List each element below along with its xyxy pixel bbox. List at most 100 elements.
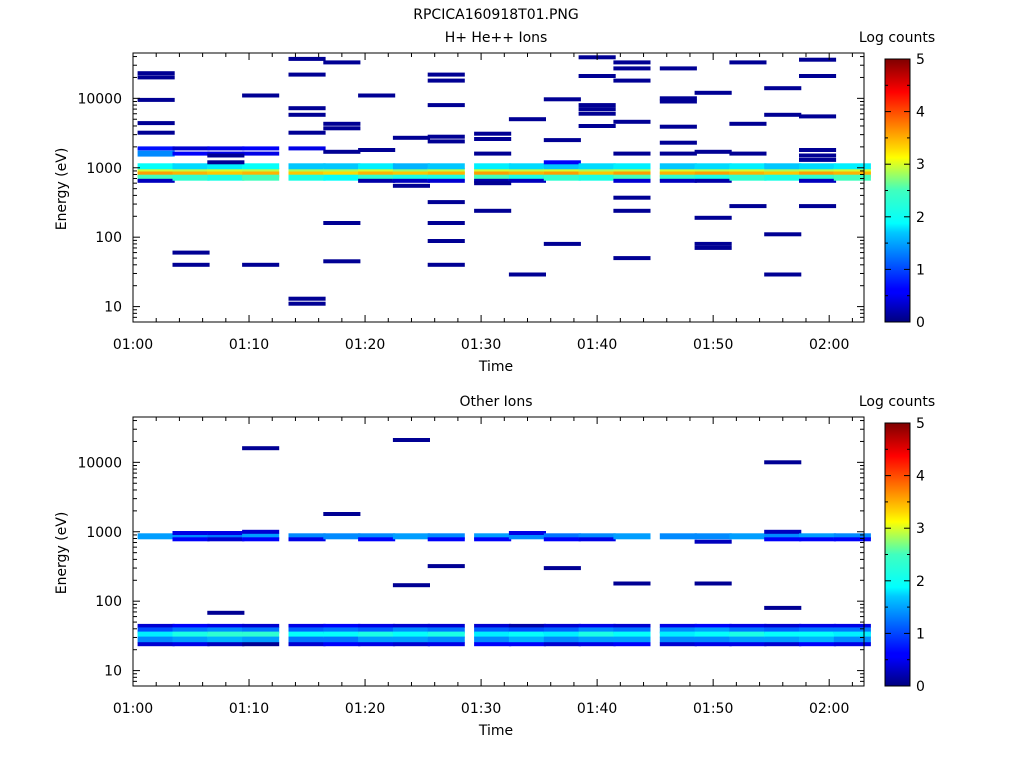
x-tick-label: 02:00 [809,701,849,717]
heatmap-cell [323,149,361,154]
heatmap-cell [799,642,837,647]
heatmap-cell [613,642,651,647]
heatmap-cell [578,636,616,643]
heatmap-cell [392,636,430,643]
heatmap-cell [543,241,581,246]
heatmap-cell [694,533,732,540]
heatmap-cell [729,171,767,178]
heatmap-cell [764,112,802,117]
heatmap-cell [172,531,210,535]
colorbar-tick-label: 0 [916,679,925,695]
heatmap-cell [207,163,245,170]
plot-frame [132,416,865,687]
heatmap-cell [799,148,837,152]
heatmap-cell [288,167,326,174]
x-tick-label: 01:10 [229,337,269,353]
heatmap-cell [543,97,581,102]
heatmap-cell [474,181,512,186]
heatmap-cell [323,174,361,181]
heatmap-cell [764,167,802,174]
heatmap-cell [613,174,651,181]
panel-title: H+ He++ Ions [445,30,548,46]
heatmap-cell [474,163,512,170]
heatmap-cell [613,119,651,124]
heatmap-cell [799,631,837,638]
heatmap-cell [172,533,210,540]
heatmap-cell [508,531,546,535]
x-tick-labels: 01:00 01:10 01:20 01:30 01:40 01:50 02:0… [113,701,850,717]
heatmap-cell [172,627,210,634]
colorbar-label: Log counts [859,30,935,46]
colorbar [884,58,911,323]
heatmap-cell [613,256,651,261]
heatmap-cell [508,642,546,647]
heatmap-cell [694,149,732,154]
heatmap-cell [508,171,546,178]
heatmap-cell [799,167,837,174]
heatmap-cells [137,55,871,306]
heatmap-cell [288,301,326,306]
y-tick-label: 1000 [86,161,122,177]
heatmap-cell [613,60,651,65]
heatmap-cell [694,215,732,220]
heatmap-cell [358,631,396,638]
heatmap-cell [427,631,465,638]
heatmap-cell [799,171,837,178]
heatmap-cell [392,178,430,183]
heatmap-cell [508,623,546,628]
heatmap-cell [764,642,802,647]
heatmap-cell [172,151,210,156]
heatmap-cell [427,239,465,243]
axis-ticks [132,53,864,323]
heatmap-cell [659,66,697,71]
heatmap-cell [323,171,361,178]
heatmap-cell [508,117,546,122]
heatmap-cell [694,581,732,586]
heatmap-cell [242,623,280,628]
heatmap-cell [543,631,581,638]
heatmap-cell [508,636,546,643]
heatmap-cell [694,627,732,634]
x-tick-label: 01:40 [577,701,617,717]
heatmap-cell [137,623,175,628]
heatmap-cell [578,107,616,112]
heatmap-cell [172,631,210,638]
heatmap-cell [392,438,430,442]
heatmap-cell [578,111,616,116]
heatmap-cell [764,529,802,534]
heatmap-cell [172,171,210,178]
heatmap-cell [358,537,396,542]
heatmap-cell [543,537,581,542]
heatmap-cell [288,72,326,77]
heatmap-cell [613,178,651,183]
heatmap-cell [659,140,697,145]
heatmap-cell [358,623,396,628]
colorbar-tick-label: 5 [916,52,925,68]
heatmap-cell [729,627,767,634]
heatmap-cell [242,537,280,542]
heatmap-cell [323,221,361,225]
colorbar [884,422,911,687]
heatmap-cell [427,134,465,139]
x-tick-label: 01:30 [461,337,501,353]
heatmap-cell [288,130,326,135]
heatmap-cell [207,623,245,628]
heatmap-cell [543,138,581,143]
heatmap-cell [207,153,245,158]
heatmap-cell [799,636,837,643]
x-tick-label: 01:50 [693,337,733,353]
y-tick-label: 10000 [77,455,122,471]
heatmap-cell [242,174,280,181]
heatmap-cell [427,537,465,542]
heatmap-cell [543,174,581,181]
heatmap-cell [137,627,175,634]
heatmap-cell [543,627,581,634]
heatmap-cell [799,627,837,634]
heatmap-cell [358,627,396,634]
heatmap-cell [474,533,512,540]
heatmap-cell [323,636,361,643]
heatmap-cell [207,174,245,181]
heatmap-cell [694,245,732,250]
heatmap-cell [137,178,175,183]
colorbar-tick-label: 1 [916,262,925,278]
